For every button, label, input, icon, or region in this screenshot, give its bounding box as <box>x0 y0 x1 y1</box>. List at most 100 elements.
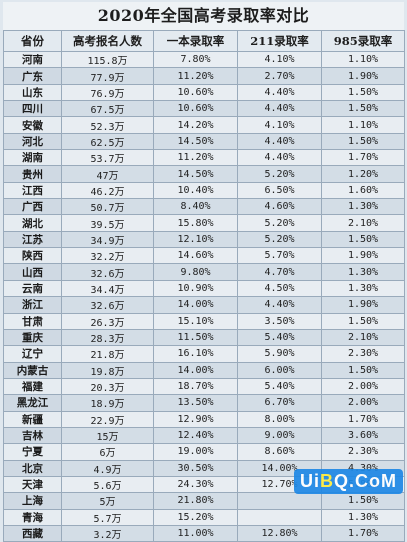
cell-tier1-rate: 11.50% <box>153 328 238 347</box>
cell-applicants: 34.4万 <box>61 279 154 298</box>
cell-applicants: 32.6万 <box>61 296 154 314</box>
cell-tier1-rate: 19.00% <box>153 443 238 461</box>
table-row: 湖南 53.7万 11.20% 4.40% 1.70% <box>3 149 405 167</box>
cell-applicants: 67.5万 <box>61 100 154 118</box>
cell-211-rate: 5.20% <box>237 214 322 232</box>
cell-province: 宁夏 <box>3 443 62 461</box>
cell-211-rate: 5.40% <box>237 377 322 396</box>
table-row: 山东 76.9万 10.60% 4.40% 1.50% <box>3 83 405 102</box>
cell-211-rate: 4.10% <box>237 116 322 134</box>
cell-tier1-rate: 12.90% <box>153 410 238 428</box>
cell-tier1-rate: 18.70% <box>153 377 238 396</box>
cell-211-rate: 4.60% <box>237 198 322 216</box>
cell-province: 福建 <box>3 377 62 396</box>
cell-province: 甘肃 <box>3 312 62 330</box>
watermark-dot: B <box>320 471 334 491</box>
cell-applicants: 50.7万 <box>61 198 154 216</box>
cell-985-rate: 1.70% <box>321 149 405 167</box>
cell-province: 内蒙古 <box>3 361 62 379</box>
cell-985-rate: 1.50% <box>321 361 405 379</box>
cell-tier1-rate: 14.00% <box>153 296 238 314</box>
cell-985-rate: 1.50% <box>321 492 405 510</box>
cell-985-rate: 1.90% <box>321 67 405 85</box>
cell-applicants: 76.9万 <box>61 83 154 102</box>
cell-applicants: 32.6万 <box>61 263 154 281</box>
cell-211-rate: 4.50% <box>237 279 322 298</box>
cell-985-rate: 2.30% <box>321 443 405 461</box>
cell-tier1-rate: 10.90% <box>153 279 238 298</box>
cell-province: 江西 <box>3 181 62 200</box>
table-row: 甘肃 26.3万 15.10% 3.50% 1.50% <box>3 312 405 330</box>
cell-applicants: 15万 <box>61 426 154 445</box>
cell-applicants: 20.3万 <box>61 377 154 396</box>
cell-tier1-rate: 15.80% <box>153 214 238 232</box>
cell-applicants: 39.5万 <box>61 214 154 232</box>
table-row: 内蒙古 19.8万 14.00% 6.00% 1.50% <box>3 361 405 379</box>
admission-rate-table-container: 2020年全国高考录取率对比 省份 高考报名人数 一本录取率 211录取率 98… <box>3 2 405 542</box>
cell-985-rate: 1.30% <box>321 263 405 281</box>
cell-tier1-rate: 7.80% <box>153 50 238 69</box>
cell-tier1-rate: 10.60% <box>153 100 238 118</box>
cell-province: 天津 <box>3 475 62 494</box>
table-header-row: 省份 高考报名人数 一本录取率 211录取率 985录取率 <box>3 30 405 52</box>
cell-applicants: 21.8万 <box>61 345 154 363</box>
cell-tier1-rate: 10.40% <box>153 181 238 200</box>
cell-211-rate: 4.40% <box>237 132 322 151</box>
cell-applicants: 4.9万 <box>61 459 154 477</box>
cell-province: 北京 <box>3 459 62 477</box>
cell-tier1-rate: 11.20% <box>153 67 238 85</box>
table-row: 宁夏 6万 19.00% 8.60% 2.30% <box>3 443 405 461</box>
cell-211-rate: 8.60% <box>237 443 322 461</box>
cell-province: 新疆 <box>3 410 62 428</box>
cell-985-rate: 1.30% <box>321 279 405 298</box>
cell-211-rate <box>237 492 322 510</box>
cell-province: 黑龙江 <box>3 394 62 412</box>
cell-province: 上海 <box>3 492 62 510</box>
cell-211-rate: 6.70% <box>237 394 322 412</box>
cell-province: 四川 <box>3 100 62 118</box>
cell-applicants: 32.2万 <box>61 247 154 265</box>
cell-211-rate: 8.00% <box>237 410 322 428</box>
cell-211-rate: 4.40% <box>237 100 322 118</box>
cell-985-rate: 2.30% <box>321 345 405 363</box>
cell-applicants: 5.6万 <box>61 475 154 494</box>
header-tier1-rate: 一本录取率 <box>153 30 238 52</box>
watermark-logo: UiBQ.CoM <box>294 469 403 494</box>
cell-province: 浙江 <box>3 296 62 314</box>
cell-province: 江苏 <box>3 230 62 249</box>
header-province: 省份 <box>3 30 62 52</box>
table-row: 四川 67.5万 10.60% 4.40% 1.50% <box>3 100 405 118</box>
cell-applicants: 52.3万 <box>61 116 154 134</box>
cell-province: 广西 <box>3 198 62 216</box>
cell-province: 山西 <box>3 263 62 281</box>
cell-applicants: 18.9万 <box>61 394 154 412</box>
cell-tier1-rate: 14.20% <box>153 116 238 134</box>
cell-tier1-rate: 10.60% <box>153 83 238 102</box>
table-row: 河南 115.8万 7.80% 4.10% 1.10% <box>3 50 405 69</box>
cell-tier1-rate: 12.10% <box>153 230 238 249</box>
cell-tier1-rate: 21.80% <box>153 492 238 510</box>
cell-985-rate: 1.30% <box>321 508 405 526</box>
cell-211-rate: 12.80% <box>237 524 322 542</box>
cell-985-rate: 2.10% <box>321 328 405 347</box>
cell-985-rate: 1.20% <box>321 165 405 183</box>
cell-applicants: 3.2万 <box>61 524 154 542</box>
header-985-rate: 985录取率 <box>321 30 405 52</box>
cell-985-rate: 1.30% <box>321 198 405 216</box>
cell-tier1-rate: 9.80% <box>153 263 238 281</box>
cell-applicants: 6万 <box>61 443 154 461</box>
cell-211-rate: 9.00% <box>237 426 322 445</box>
admission-rate-table: 省份 高考报名人数 一本录取率 211录取率 985录取率 河南 115.8万 7.… <box>3 30 405 542</box>
cell-985-rate: 1.50% <box>321 312 405 330</box>
table-row: 吉林 15万 12.40% 9.00% 3.60% <box>3 426 405 445</box>
table-row: 西藏 3.2万 11.00% 12.80% 1.70% <box>3 524 405 542</box>
table-row: 浙江 32.6万 14.00% 4.40% 1.90% <box>3 296 405 314</box>
cell-985-rate: 1.50% <box>321 230 405 249</box>
cell-985-rate: 1.70% <box>321 410 405 428</box>
table-body: 河南 115.8万 7.80% 4.10% 1.10% 广东 77.9万 11.20% 2.70… <box>3 50 405 542</box>
cell-applicants: 19.8万 <box>61 361 154 379</box>
cell-province: 云南 <box>3 279 62 298</box>
cell-211-rate: 5.20% <box>237 230 322 249</box>
cell-applicants: 62.5万 <box>61 132 154 151</box>
cell-applicants: 22.9万 <box>61 410 154 428</box>
